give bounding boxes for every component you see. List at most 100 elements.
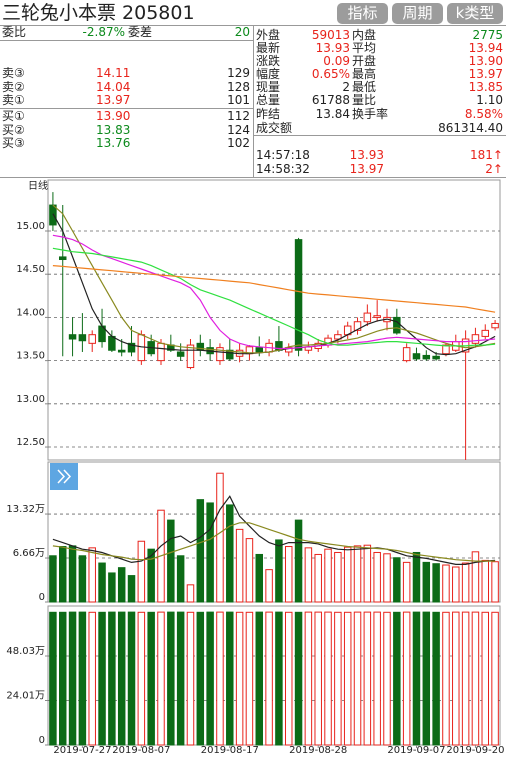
x-tick-label: 2019-08-28 xyxy=(289,745,347,756)
bar xyxy=(265,611,273,746)
level-volume: 128 xyxy=(227,80,250,94)
divider xyxy=(253,25,254,177)
bar xyxy=(363,611,372,746)
candle-body xyxy=(117,349,126,353)
bar xyxy=(255,611,264,746)
bar xyxy=(216,611,224,746)
y-tick-label: 24.01万 xyxy=(6,691,45,702)
candle-body xyxy=(108,335,116,351)
bar xyxy=(314,553,322,603)
candle-body xyxy=(186,344,195,369)
trade-volume: 181↑ xyxy=(470,148,503,162)
bar xyxy=(481,611,490,746)
level-label: 卖① xyxy=(2,93,25,107)
bar xyxy=(58,611,67,746)
bar xyxy=(147,611,155,746)
position-frame xyxy=(47,605,501,746)
level-volume: 124 xyxy=(227,123,250,137)
x-tick-label: 2019-09-20 xyxy=(446,745,504,756)
ma-line xyxy=(52,234,496,350)
y-tick-label: 14.00 xyxy=(16,307,45,318)
bar xyxy=(206,611,214,746)
stat-label: 最高 xyxy=(352,67,377,81)
level-label: 卖② xyxy=(2,80,25,94)
level-price: 14.04 xyxy=(96,80,131,94)
stat-value: 61788 xyxy=(311,93,350,107)
bar xyxy=(353,611,362,746)
y-tick-label: 13.00 xyxy=(16,394,45,405)
divider xyxy=(254,135,506,136)
bar xyxy=(78,611,87,746)
bar xyxy=(334,611,342,746)
candle-body xyxy=(226,349,234,360)
stat-label: 总量 xyxy=(256,93,281,107)
ma-line xyxy=(52,522,496,562)
bar xyxy=(68,611,77,746)
bar xyxy=(127,575,136,603)
bar xyxy=(334,551,342,603)
level-price: 14.11 xyxy=(96,66,131,80)
bar xyxy=(461,611,470,746)
title: 三轮兔小本票 205801 xyxy=(2,2,195,24)
level-volume: 101 xyxy=(227,93,250,107)
candle-body xyxy=(88,334,96,344)
bar xyxy=(383,553,391,603)
stat-label: 最低 xyxy=(352,80,377,94)
bar xyxy=(343,546,352,603)
level-label: 买③ xyxy=(2,136,25,150)
y-tick-label: 12.50 xyxy=(16,437,45,448)
stat-label: 外盘 xyxy=(256,28,281,42)
candle-body xyxy=(127,342,136,353)
bar xyxy=(196,611,205,746)
ma-line xyxy=(52,247,496,347)
ma-line xyxy=(52,213,496,356)
bar xyxy=(432,611,440,746)
candle-body xyxy=(412,353,421,360)
indicator-button[interactable]: 指标 xyxy=(337,3,388,24)
trade-price: 13.97 xyxy=(349,162,384,176)
bar xyxy=(245,538,254,603)
kline-type-button[interactable]: k类型 xyxy=(447,3,503,24)
bar xyxy=(383,611,391,746)
x-tick-label: 2019-07-27 xyxy=(53,745,111,756)
bar xyxy=(226,611,234,746)
bar xyxy=(157,611,165,746)
stat-value: 2775 xyxy=(472,28,503,42)
bar xyxy=(324,611,332,746)
ma-line xyxy=(52,265,496,313)
bar xyxy=(294,519,303,603)
bar xyxy=(275,611,283,746)
bar xyxy=(117,611,126,746)
period-button[interactable]: 周期 xyxy=(392,3,443,24)
trade-price: 13.93 xyxy=(349,148,384,162)
bar xyxy=(353,545,362,603)
bar xyxy=(452,566,460,603)
candle-body xyxy=(157,342,165,362)
stat-value: 8.58% xyxy=(464,107,503,121)
bar xyxy=(127,611,136,746)
stat-value: 13.85 xyxy=(468,80,503,94)
bar xyxy=(49,611,57,746)
bar xyxy=(412,611,421,746)
candle-body xyxy=(363,312,372,323)
stat-value: 13.84 xyxy=(315,107,350,121)
bar xyxy=(461,562,470,603)
y-tick-label: 0 xyxy=(39,735,45,746)
bar xyxy=(314,611,322,746)
bar xyxy=(294,611,303,746)
bar xyxy=(442,611,450,746)
stat-label: 量比 xyxy=(352,93,377,107)
value: -2.87% xyxy=(82,25,125,39)
candle-body xyxy=(334,334,342,340)
bar xyxy=(167,611,175,746)
bar xyxy=(324,548,332,603)
value: 20 xyxy=(234,25,250,39)
bar xyxy=(471,611,480,746)
stat-label: 最新 xyxy=(256,41,281,55)
bar xyxy=(88,547,96,603)
divider xyxy=(0,108,253,109)
level-price: 13.76 xyxy=(96,136,131,150)
bar xyxy=(265,569,273,603)
